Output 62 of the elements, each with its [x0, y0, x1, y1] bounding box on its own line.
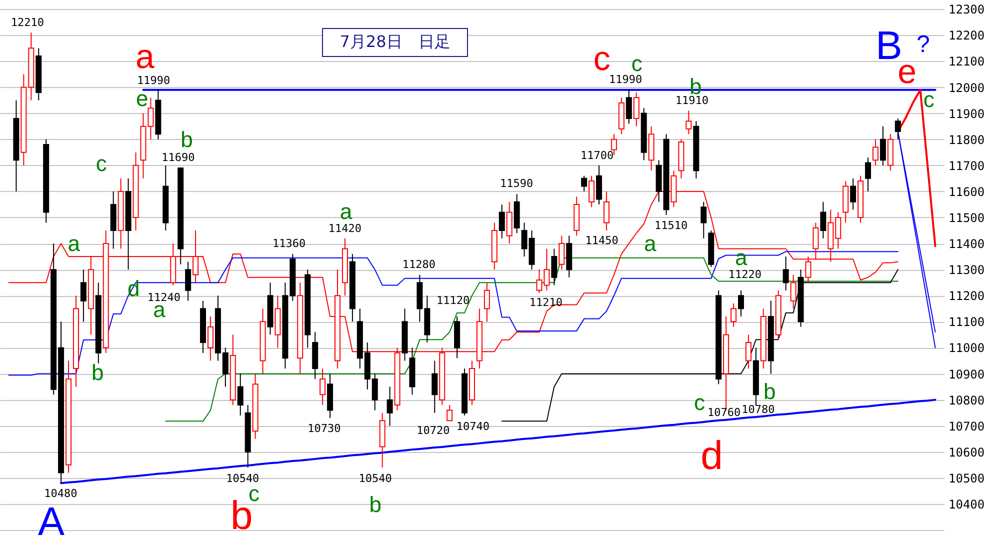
annotation: b: [369, 492, 382, 517]
annotation: d: [700, 434, 723, 478]
annotation: 10740: [456, 420, 490, 433]
annotation: 11420: [328, 222, 362, 235]
annotation: b: [180, 127, 193, 152]
annotation: 10730: [308, 422, 341, 435]
y-tick-label: 12100: [948, 54, 985, 69]
y-tick-label: 12200: [948, 28, 985, 43]
y-tick-label: 10400: [948, 498, 985, 512]
annotation: 11690: [162, 151, 195, 164]
annotation: 11280: [402, 258, 436, 271]
annotation: c: [96, 151, 107, 176]
annotation: c: [631, 51, 642, 76]
y-tick-label: 11200: [948, 289, 985, 304]
annotation: 10780: [742, 403, 775, 416]
annotation: 11700: [580, 149, 614, 162]
y-tick-label: 11500: [948, 210, 985, 225]
annotation: b: [91, 360, 104, 385]
annotation: a: [136, 38, 155, 76]
annotation: 11120: [436, 294, 470, 307]
y-tick-label: 12000: [948, 80, 985, 95]
annotation: 10480: [44, 487, 78, 500]
annotation: 10540: [226, 472, 260, 485]
annotation: 11990: [136, 74, 170, 87]
annotation: 10760: [708, 406, 741, 419]
annotation: a: [644, 231, 658, 256]
annotation: 11510: [654, 219, 688, 232]
annotation: 11220: [728, 268, 762, 281]
y-tick-label: 11400: [948, 237, 985, 252]
y-tick-label: 10600: [948, 445, 985, 460]
y-tick-label: 11300: [948, 263, 985, 278]
text: 7月28日 日足: [322, 28, 468, 57]
y-tick-label: 10700: [948, 419, 985, 434]
annotation: c: [694, 390, 705, 415]
y-tick-label: 10800: [948, 393, 985, 408]
annotation: A: [38, 500, 65, 544]
annotation: 11450: [585, 234, 618, 247]
annotation: c: [593, 40, 610, 78]
y-tick-label: 11000: [948, 341, 985, 356]
y-tick-label: 11900: [948, 106, 985, 121]
annotation: B: [876, 24, 902, 68]
y-tick-label: 11800: [948, 132, 985, 147]
annotation: 11240: [147, 291, 181, 304]
annotation: 10540: [358, 472, 392, 485]
y-tick-label: 11600: [948, 184, 985, 199]
annotation: b: [763, 379, 776, 404]
annotation: a: [340, 199, 353, 224]
annotation: ?: [916, 31, 930, 58]
annotation: a: [68, 231, 81, 256]
y-tick-label: 10500: [948, 471, 985, 486]
annotation: 11590: [500, 177, 534, 190]
annotation: e: [136, 86, 148, 111]
annotation: 12210: [10, 16, 44, 29]
annotation: 11210: [529, 296, 562, 309]
y-tick-label: 11700: [948, 158, 985, 173]
y-tick-label: 11100: [948, 315, 985, 330]
y-tick-label: 10900: [948, 367, 985, 382]
annotation: c: [923, 87, 934, 112]
annotation: 10720: [416, 424, 450, 437]
y-tick-label: 12300: [948, 2, 985, 17]
annotation: 11990: [608, 73, 642, 86]
annotation: 11360: [272, 237, 306, 250]
